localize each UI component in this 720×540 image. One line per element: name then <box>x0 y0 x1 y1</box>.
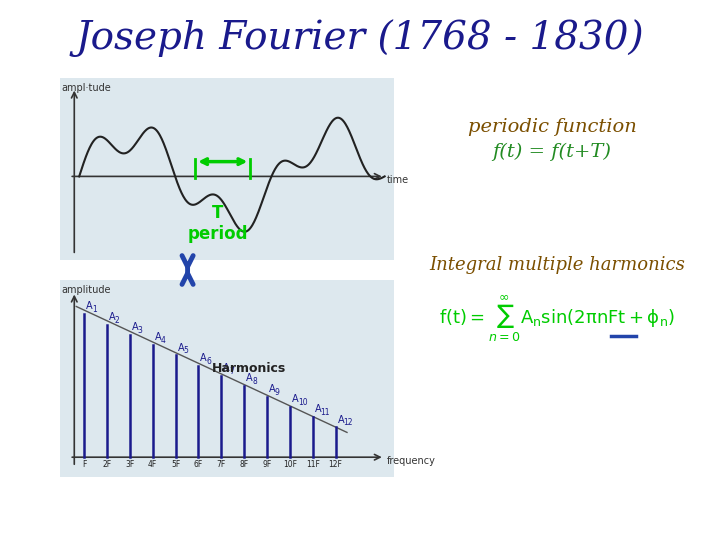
Text: ampl·tude: ampl·tude <box>61 83 111 93</box>
Text: A: A <box>269 383 276 394</box>
Text: time: time <box>387 176 409 185</box>
Text: amplitude: amplitude <box>61 285 111 295</box>
Text: 9F: 9F <box>262 460 271 469</box>
Text: 5F: 5F <box>171 460 180 469</box>
Text: 7F: 7F <box>217 460 226 469</box>
Text: 6F: 6F <box>194 460 203 469</box>
Text: 11: 11 <box>320 408 330 417</box>
Text: f(t) = f(t+T): f(t) = f(t+T) <box>492 143 611 161</box>
Text: Joseph Fourier (1768 - 1830): Joseph Fourier (1768 - 1830) <box>76 19 644 57</box>
Text: 4: 4 <box>161 336 166 345</box>
Text: T
period: T period <box>188 204 248 243</box>
Text: A: A <box>223 363 230 373</box>
Text: 7: 7 <box>229 367 234 376</box>
Text: 10F: 10F <box>283 460 297 469</box>
Text: 3: 3 <box>138 326 143 335</box>
Text: 8: 8 <box>252 377 257 386</box>
Text: A: A <box>292 394 299 404</box>
Text: 6: 6 <box>207 357 211 366</box>
Text: 4F: 4F <box>148 460 158 469</box>
Text: frequency: frequency <box>387 456 436 466</box>
FancyBboxPatch shape <box>60 280 395 477</box>
Text: 3F: 3F <box>125 460 135 469</box>
Text: Harmonics: Harmonics <box>212 362 287 375</box>
Text: A: A <box>338 415 344 424</box>
Text: A: A <box>109 312 116 322</box>
Text: A: A <box>86 301 93 312</box>
Text: A: A <box>315 404 321 414</box>
Text: 9: 9 <box>275 388 280 396</box>
Text: F: F <box>82 460 86 469</box>
Text: 12: 12 <box>343 418 353 428</box>
Text: Integral multiple harmonics: Integral multiple harmonics <box>429 256 685 274</box>
Text: A: A <box>132 322 138 332</box>
Text: 2F: 2F <box>102 460 112 469</box>
Text: 1: 1 <box>92 305 96 314</box>
Text: periodic function: periodic function <box>468 118 636 136</box>
Text: 2: 2 <box>115 315 120 325</box>
Text: 10: 10 <box>298 398 307 407</box>
Text: A: A <box>178 342 184 353</box>
Text: 5: 5 <box>184 347 189 355</box>
Text: A: A <box>246 373 253 383</box>
Text: $\mathrm{f(t)} = \sum_{n=0}^{\infty}\mathrm{A_n sin(2\pi nFt + \phi_n)}$: $\mathrm{f(t)} = \sum_{n=0}^{\infty}\mat… <box>439 294 675 345</box>
Text: 11F: 11F <box>306 460 320 469</box>
FancyBboxPatch shape <box>60 78 395 260</box>
Text: 8F: 8F <box>240 460 248 469</box>
Text: 12F: 12F <box>328 460 343 469</box>
Text: A: A <box>200 353 207 363</box>
Text: A: A <box>155 332 161 342</box>
